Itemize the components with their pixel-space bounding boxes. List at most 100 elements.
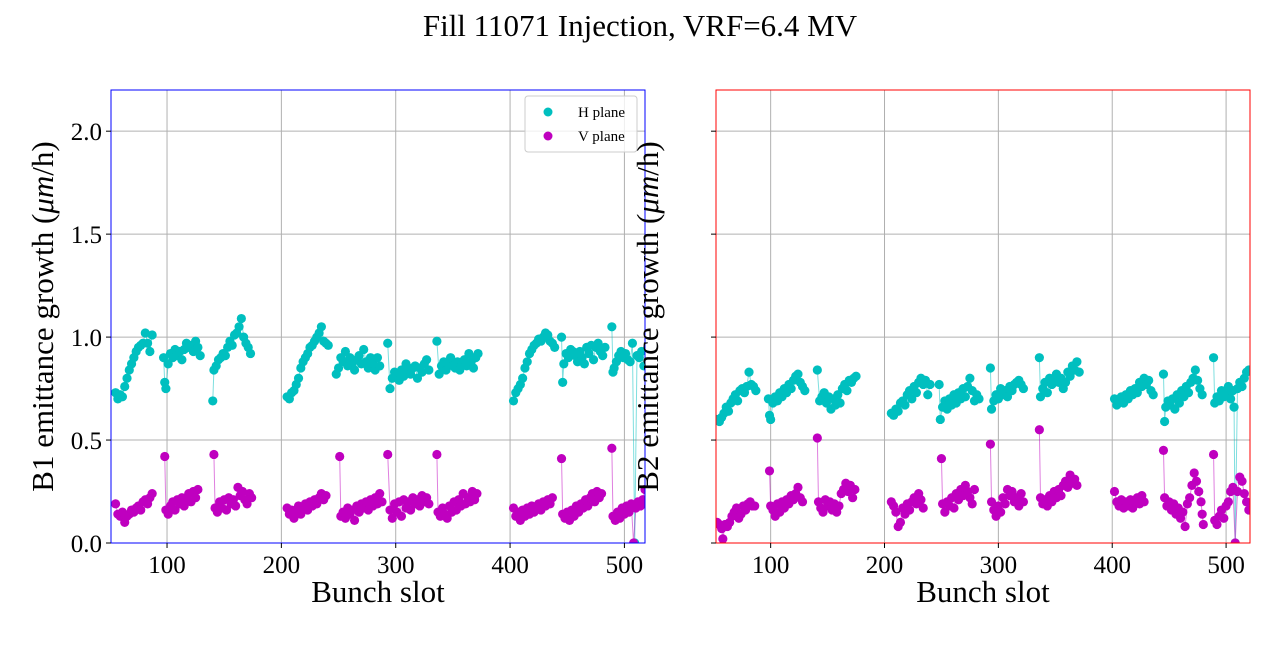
h-plane-point — [122, 373, 132, 383]
v-plane-point — [1185, 493, 1195, 503]
axes-frame — [110, 89, 646, 544]
v-plane-point — [718, 534, 728, 543]
h-plane-point — [1034, 353, 1044, 363]
h-plane-point — [627, 338, 638, 348]
h-plane-point — [1074, 367, 1084, 377]
x-tick-label: 200 — [263, 552, 301, 579]
v-plane-point — [547, 493, 557, 503]
h-plane-point — [1158, 369, 1169, 379]
h-plane-point — [316, 322, 326, 332]
h-plane-point — [851, 371, 861, 381]
h-plane-point — [236, 313, 246, 324]
h-plane-point — [193, 342, 203, 352]
h-plane-point — [518, 373, 528, 383]
v-plane-point — [895, 517, 906, 528]
h-plane-point — [639, 361, 645, 371]
h-plane-point — [598, 351, 608, 361]
h-plane-point — [522, 357, 532, 367]
v-plane-point — [1219, 513, 1229, 523]
grid — [716, 90, 1250, 544]
h-plane-point — [766, 414, 776, 425]
h-plane-point — [835, 398, 845, 408]
h-plane-point — [220, 351, 230, 361]
v-plane-point — [750, 501, 760, 511]
h-plane-point — [145, 346, 155, 357]
v-plane-point — [607, 443, 617, 453]
y-tick-label: 1.0 — [71, 325, 102, 352]
v-plane-point — [1212, 519, 1222, 530]
h-plane-point — [161, 383, 171, 394]
h-plane-point — [1035, 392, 1046, 402]
h-plane-point — [1244, 365, 1250, 375]
tick-labels: 100 200 300 400 500 — [711, 130, 1245, 579]
v-plane-point — [969, 484, 980, 495]
v-plane-point — [891, 507, 901, 517]
v-plane-point — [377, 497, 387, 507]
h-plane-point — [558, 377, 568, 387]
v-plane-point — [985, 439, 996, 449]
v-plane-point — [1109, 486, 1120, 497]
h-plane-point — [911, 388, 921, 398]
v-plane-point — [111, 499, 121, 509]
h-plane-point — [1144, 375, 1154, 385]
x-tick-label: 500 — [606, 552, 644, 579]
x-tick-label: 300 — [377, 552, 415, 579]
v-plane-point — [764, 466, 775, 476]
h-plane-point — [1018, 383, 1029, 394]
h-plane-point — [800, 386, 810, 396]
x-tick-label: 200 — [866, 552, 904, 579]
v-plane-point — [1223, 497, 1233, 507]
v-plane-point — [424, 499, 434, 509]
v-plane-point — [793, 482, 803, 493]
v-plane-point — [383, 449, 393, 460]
h-plane-point — [625, 357, 635, 367]
x-axis-label: Bunch slot — [916, 574, 1050, 609]
h-plane-point — [974, 394, 984, 404]
h-plane-point — [723, 406, 734, 416]
h-plane-point — [323, 340, 333, 350]
x-tick-label: 100 — [752, 552, 790, 579]
y-axis-label: B2 emittance growth (μm/h) — [630, 141, 665, 491]
h-plane-point — [793, 369, 803, 379]
h-plane-point — [1148, 390, 1158, 400]
h-plane-point — [464, 348, 474, 359]
v-plane-point — [834, 501, 844, 511]
h-plane-point — [421, 355, 432, 365]
v-plane-point — [640, 484, 645, 495]
v-plane-point — [1180, 521, 1190, 532]
h-plane-point — [142, 338, 153, 348]
panel-b1: 100 200 300 400 500 0.0 0.5 1.0 1.5 2.0 Bunch slo… — [25, 89, 646, 609]
h-plane-point — [508, 396, 519, 406]
h-plane-point — [177, 355, 187, 365]
h-plane-point — [751, 386, 761, 396]
h-plane-point — [556, 332, 567, 342]
h-plane-point — [195, 351, 205, 361]
h-plane-point — [1042, 388, 1052, 398]
y-tick-label: 0.5 — [71, 428, 102, 455]
y-tick-label: 2.0 — [71, 119, 102, 146]
v-plane-point — [1018, 497, 1029, 507]
v-plane-point — [812, 433, 822, 443]
v-plane-point — [1230, 538, 1240, 543]
v-plane-point — [850, 484, 860, 495]
h-plane-point — [1208, 353, 1219, 363]
x-tick-label: 500 — [1207, 552, 1245, 579]
v-plane-point — [848, 493, 858, 503]
v-plane-point — [1244, 505, 1250, 515]
v-plane-point — [160, 451, 170, 462]
x-tick-label: 300 — [980, 552, 1018, 579]
v-plane-point — [1178, 507, 1188, 517]
h-plane-point — [385, 383, 395, 394]
v-plane-point — [231, 501, 241, 511]
h-plane-point — [1190, 365, 1200, 375]
h-plane-point — [473, 348, 483, 359]
v-plane-point — [396, 511, 407, 521]
v-plane-point — [986, 497, 997, 507]
h-plane-point — [935, 414, 945, 425]
v-plane-point — [1191, 476, 1202, 486]
h-plane-point — [986, 404, 997, 414]
v-plane-point — [1158, 445, 1169, 455]
v-plane-point — [1241, 497, 1250, 507]
v-plane-point — [1237, 476, 1247, 486]
